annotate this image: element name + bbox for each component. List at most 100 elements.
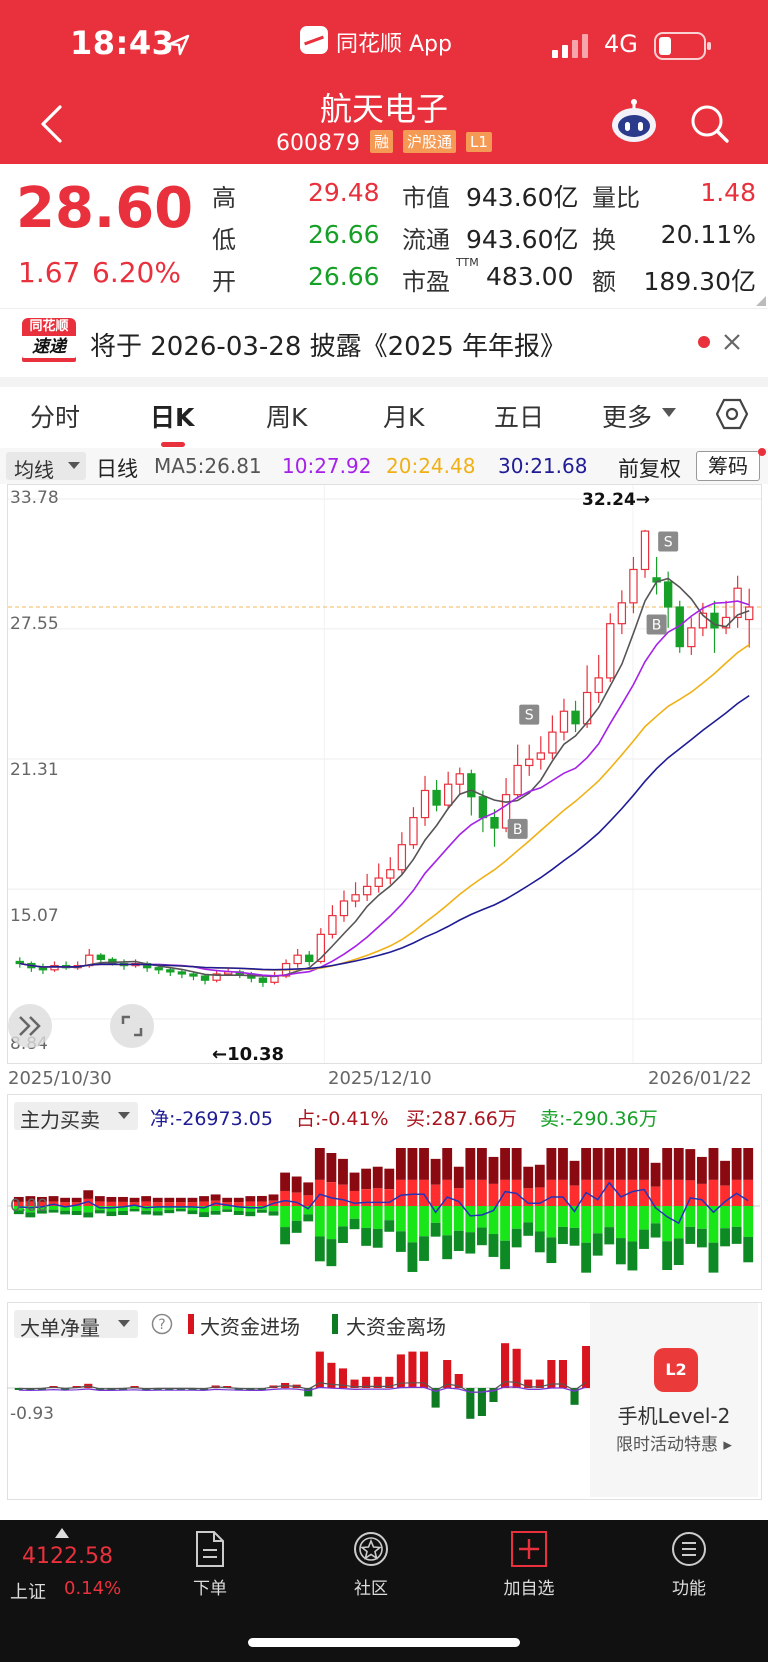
signal-label: B [652,617,662,633]
chevron-down-icon[interactable] [662,408,676,418]
flow-bar-buy-large [187,1197,198,1203]
flow-bar-buy-large [361,1168,372,1190]
candlestick-chart[interactable]: S B S B [7,484,762,1064]
community-icon[interactable] [352,1530,390,1568]
settings-hex-icon[interactable] [716,398,748,430]
big-order-bar-in [327,1362,336,1388]
flow-bar-sell [627,1206,638,1242]
flow-bar-buy [13,1201,24,1206]
big-order-bar-in [535,1379,544,1388]
candle-body [212,973,221,981]
candle-body [606,623,615,679]
flow-bar-buy-large [569,1160,580,1186]
chip-button[interactable]: 筹码 [696,451,760,481]
flow-bar-buy-large [615,1148,626,1180]
robot-assistant-icon[interactable] [610,98,658,146]
candle-body [386,869,395,879]
big-order-select[interactable]: 大单净量 [14,1310,138,1340]
add-watchlist-icon[interactable] [510,1530,548,1568]
tab-more[interactable]: 更多 [602,403,653,432]
network-type: 4G [604,30,638,58]
x-tick: 2025/10/30 [8,1068,112,1089]
level2-logo: L2 [654,1348,698,1392]
flow-bar-sell-large [708,1242,719,1273]
flow-indicator-select[interactable]: 主力买卖 [14,1102,138,1132]
amount-label: 额 [592,268,616,296]
candle-body [490,816,499,829]
flow-bar-buy [743,1179,754,1206]
big-order-bar-in [547,1360,556,1388]
indicator-select[interactable]: 均线 [6,452,86,482]
flow-bar-sell [488,1206,499,1235]
big-order-bar-in [385,1376,394,1388]
flow-bar-sell [291,1206,302,1221]
candle-body [177,971,187,975]
flow-bar-buy [303,1195,314,1206]
flow-bar-buy [627,1179,638,1206]
tag-level: L1 [466,132,492,152]
signal-label: S [664,535,673,551]
candle-body [258,977,268,983]
adjust-mode[interactable]: 前复权 [618,457,681,481]
tab-weekly-k[interactable]: 周K [266,403,308,432]
help-icon[interactable]: ? [151,1313,173,1335]
nav-order[interactable]: 下单 [193,1579,227,1599]
flow-bar-buy [476,1179,487,1206]
tab-daily-k[interactable]: 日K [150,403,195,432]
expand-sidebar-button[interactable] [8,1004,52,1048]
flow-bar-sell-large [25,1212,36,1218]
close-icon[interactable] [722,332,742,352]
candle-body [525,758,534,767]
search-icon[interactable] [690,104,730,144]
out-legend-label: 大资金离场 [346,1315,446,1339]
flow-bar-sell-large [71,1210,82,1216]
tab-intraday[interactable]: 分时 [30,403,81,432]
order-doc-icon[interactable] [194,1530,226,1568]
flow-bar-buy [395,1179,406,1206]
back-icon[interactable] [38,104,64,144]
nav-functions[interactable]: 功能 [672,1579,706,1599]
news-bar[interactable] [0,308,768,387]
function-menu-icon[interactable] [670,1530,708,1568]
big-order-bar-in [558,1360,568,1388]
flow-bar-sell-large [338,1226,348,1244]
nav-add-watchlist[interactable]: 加自选 [503,1579,555,1599]
stock-code: 600879 [276,131,361,156]
ma5-value: MA5:26.81 [154,454,262,478]
flow-bar-sell [639,1206,649,1230]
flow-bar-sell [743,1206,754,1237]
flow-bar-sell [118,1206,128,1211]
flow-bar-buy-large [430,1158,441,1185]
chevron-down-icon [118,1320,130,1327]
open-value: 26.66 [308,262,380,291]
flow-bar-sell [511,1206,522,1229]
flow-bar-sell-large [291,1220,302,1233]
level2-promo[interactable] [590,1303,758,1497]
flow-bar-buy [291,1192,302,1206]
candle-body [513,764,522,796]
big-order-bar-out [466,1388,475,1419]
flow-bar-sell [187,1206,198,1211]
flow-bar-buy [106,1201,117,1206]
turnover-label: 换 [592,226,616,254]
flow-bar-sell-large [372,1228,383,1248]
news-text[interactable]: 将于 2026-03-28 披露《2025 年年报》 [90,332,567,362]
index-value[interactable]: 4122.58 [22,1544,113,1569]
candle-body [166,969,175,973]
flow-bar-buy [25,1201,36,1206]
signal-label: S [525,708,534,724]
flow-bar-sell-large [662,1241,673,1271]
flow-bar-buy [164,1202,175,1206]
tab-five-day[interactable]: 五日 [494,403,545,432]
flow-bar-sell [152,1206,163,1212]
tab-monthly-k[interactable]: 月K [383,403,425,432]
flow-bar-sell-large [384,1220,395,1232]
y-tick: 33.78 [10,488,59,508]
candle-body [351,894,360,902]
fullscreen-button[interactable] [110,1004,154,1048]
nav-community[interactable]: 社区 [354,1579,388,1599]
expand-corner-icon[interactable] [754,296,766,306]
candle-body [50,965,59,971]
flow-bar-buy-large [164,1197,175,1203]
flow-bar-sell-large [696,1228,707,1248]
